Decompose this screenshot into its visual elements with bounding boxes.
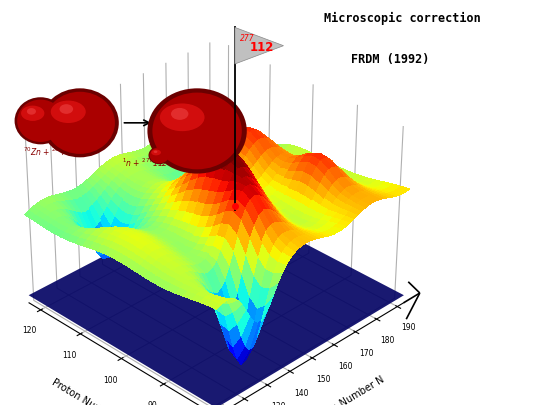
Text: $^{70}$Zn + $^{208}$Pb: $^{70}$Zn + $^{208}$Pb — [23, 146, 73, 158]
Ellipse shape — [153, 151, 157, 153]
Text: 277: 277 — [240, 34, 255, 43]
Text: FRDM (1992): FRDM (1992) — [351, 53, 429, 66]
Ellipse shape — [152, 93, 242, 170]
X-axis label: Neutron Number N: Neutron Number N — [302, 374, 387, 405]
Ellipse shape — [45, 92, 115, 154]
Ellipse shape — [151, 150, 161, 156]
Ellipse shape — [148, 147, 170, 165]
Ellipse shape — [51, 101, 86, 124]
Y-axis label: Proton Number Z: Proton Number Z — [50, 376, 126, 405]
Text: $^{1}$n + $^{277}$112: $^{1}$n + $^{277}$112 — [122, 156, 168, 168]
Ellipse shape — [41, 89, 119, 158]
Ellipse shape — [171, 109, 188, 121]
Ellipse shape — [160, 104, 205, 132]
Text: Microscopic correction: Microscopic correction — [324, 12, 481, 25]
Ellipse shape — [150, 148, 169, 164]
Ellipse shape — [59, 105, 73, 115]
Text: 112: 112 — [250, 41, 274, 54]
Polygon shape — [235, 28, 284, 65]
Ellipse shape — [21, 107, 44, 121]
Ellipse shape — [15, 98, 66, 145]
Ellipse shape — [27, 109, 36, 115]
Ellipse shape — [147, 89, 247, 174]
Ellipse shape — [17, 100, 64, 143]
